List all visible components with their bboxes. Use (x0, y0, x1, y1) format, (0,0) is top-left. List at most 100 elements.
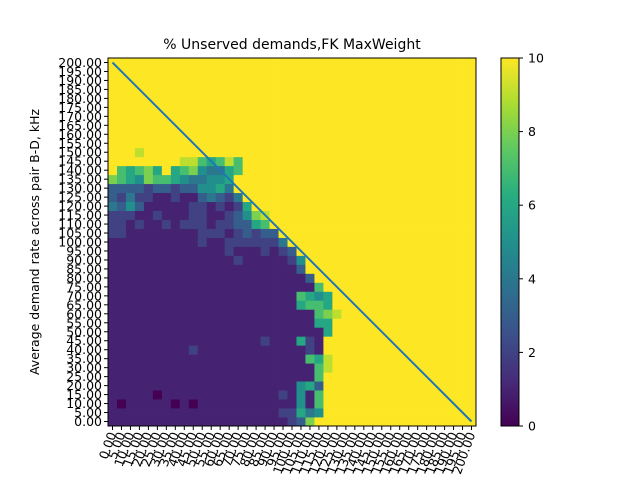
heatmap-cell (449, 354, 459, 364)
heatmap-cell (296, 120, 306, 131)
heatmap-cell (323, 156, 333, 167)
heatmap-cell (242, 246, 253, 256)
heatmap-cell (251, 219, 261, 229)
heatmap-cell (440, 147, 450, 158)
heatmap-cell (395, 255, 405, 265)
heatmap-cell (377, 273, 387, 283)
heatmap-cell (134, 300, 145, 310)
heatmap-cell (458, 255, 468, 265)
heatmap-cell (242, 75, 253, 86)
heatmap-cell (377, 255, 387, 265)
heatmap-cell (314, 183, 324, 194)
heatmap-cell (431, 147, 441, 158)
heatmap-cell (197, 408, 208, 418)
heatmap-cell (260, 102, 270, 113)
heatmap-cell (116, 210, 127, 220)
heatmap-cell (251, 84, 261, 95)
heatmap-cell (359, 102, 369, 113)
heatmap-cell (413, 318, 423, 328)
heatmap-cell (233, 93, 244, 104)
heatmap-cell (116, 264, 127, 274)
heatmap-cell (116, 417, 127, 427)
heatmap-cell (233, 66, 244, 77)
heatmap-cell (143, 210, 154, 220)
heatmap-cell (395, 58, 405, 68)
heatmap-cell (359, 210, 369, 220)
heatmap-cell (215, 372, 226, 382)
heatmap-cell (350, 354, 360, 364)
heatmap-cell (143, 192, 154, 203)
heatmap-cell (287, 111, 297, 122)
heatmap-cell (341, 210, 351, 220)
heatmap-cell (332, 264, 342, 274)
heatmap-cell (287, 246, 297, 256)
heatmap-cell (305, 309, 315, 319)
heatmap-cell (395, 246, 405, 256)
heatmap-cell (395, 138, 405, 149)
heatmap-cell (206, 318, 217, 328)
heatmap-cell (386, 147, 396, 158)
heatmap-cell (251, 399, 261, 409)
heatmap-cell (332, 318, 342, 328)
heatmap-cell (449, 327, 459, 337)
heatmap-cell (305, 111, 315, 122)
heatmap-cell (314, 58, 324, 68)
heatmap-cell (404, 138, 414, 149)
heatmap-cell (134, 120, 145, 131)
heatmap-cell (449, 390, 459, 400)
heatmap-cell (422, 327, 432, 337)
heatmap-cell (233, 174, 244, 185)
heatmap-cell (215, 381, 226, 391)
heatmap-cell (233, 291, 244, 301)
heatmap-cell (108, 66, 118, 77)
heatmap-cell (296, 381, 306, 391)
heatmap-cell (215, 219, 226, 229)
heatmap-cell (278, 354, 288, 364)
heatmap-cell (350, 138, 360, 149)
heatmap-cell (467, 219, 477, 229)
heatmap-cell (143, 138, 154, 149)
heatmap-cell (251, 174, 261, 185)
heatmap-cell (233, 75, 244, 86)
heatmap-cell (386, 93, 396, 104)
heatmap-cell (179, 210, 190, 220)
heatmap-cell (440, 66, 450, 77)
heatmap-cell (161, 120, 172, 131)
heatmap-cell (422, 174, 432, 185)
heatmap-cell (224, 183, 235, 194)
heatmap-cell (440, 417, 450, 427)
heatmap-cell (278, 129, 288, 140)
heatmap-cell (251, 237, 261, 247)
heatmap-cell (161, 93, 172, 104)
heatmap-cell (134, 58, 145, 68)
heatmap-cell (404, 147, 414, 158)
heatmap-cell (314, 417, 324, 427)
heatmap-cell (332, 345, 342, 355)
y-tick-label: 165.00 (58, 118, 102, 133)
heatmap-cell (431, 192, 441, 203)
heatmap-cell (224, 58, 235, 68)
heatmap-cell (458, 156, 468, 167)
heatmap-cell (368, 58, 378, 68)
heatmap-cell (305, 66, 315, 77)
heatmap-cell (125, 58, 136, 68)
heatmap-cell (350, 291, 360, 301)
heatmap-cell (341, 417, 351, 427)
heatmap-cell (108, 300, 118, 310)
heatmap-cell (305, 246, 315, 256)
heatmap-cell (395, 228, 405, 238)
heatmap-cell (395, 417, 405, 427)
heatmap-cell (413, 300, 423, 310)
heatmap-cell (269, 417, 279, 427)
heatmap-cell (224, 138, 235, 149)
heatmap-cell (188, 219, 199, 229)
heatmap-cell (179, 201, 190, 211)
y-tick-label: 5.00 (74, 405, 102, 420)
heatmap-cell (188, 327, 199, 337)
heatmap-cell (287, 282, 297, 292)
heatmap-cell (108, 210, 118, 220)
heatmap-cell (269, 399, 279, 409)
heatmap-cell (422, 138, 432, 149)
heatmap-cell (170, 111, 181, 122)
heatmap-cell (422, 255, 432, 265)
